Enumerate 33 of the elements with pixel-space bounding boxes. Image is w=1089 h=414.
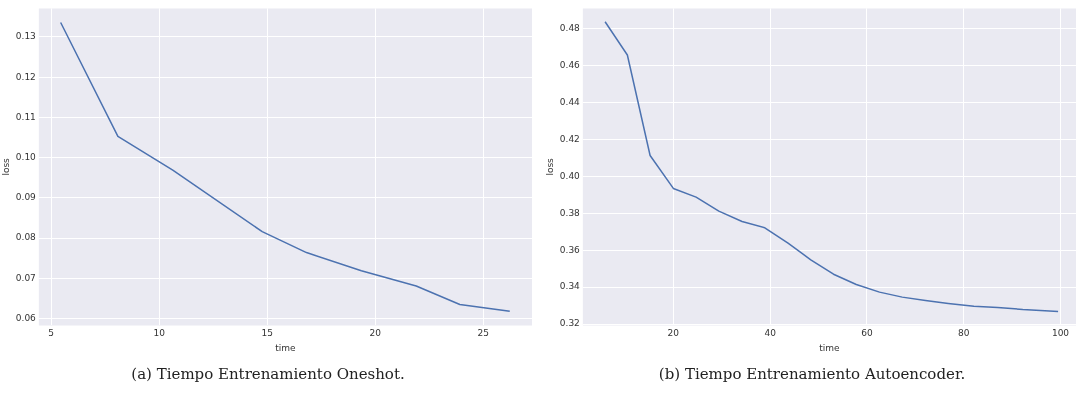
x-axis-title: time (819, 342, 841, 353)
y-tick-label: 0.11 (15, 111, 36, 122)
x-tick-label: 20 (667, 328, 680, 339)
y-axis-title: loss (0, 157, 11, 176)
y-tick-label: 0.13 (15, 31, 36, 42)
y-tick-label: 0.46 (559, 59, 581, 70)
y-tick-label: 0.09 (15, 192, 37, 203)
x-tick-label: 80 (957, 328, 970, 339)
y-tick-label: 0.07 (15, 272, 36, 283)
y-tick-label: 0.10 (15, 151, 37, 162)
y-tick-label: 0.48 (559, 22, 581, 33)
x-tick-label: 40 (764, 328, 777, 339)
y-tick-label: 0.32 (559, 318, 580, 329)
text: (a) Tiempo Entrenamiento Oneshot. (131, 365, 405, 383)
x-tick-label: 60 (861, 328, 873, 339)
y-tick-label: 0.36 (559, 244, 581, 255)
x-tick-label: 100 (1051, 328, 1070, 339)
text: (b) Tiempo Entrenamiento Autoencoder. (658, 365, 966, 383)
y-tick-label: 0.12 (15, 71, 36, 82)
y-tick-label: 0.06 (15, 312, 37, 323)
y-axis-title: loss (544, 157, 555, 176)
x-axis-title: time (275, 342, 297, 353)
x-tick-label: 10 (153, 328, 166, 339)
y-tick-label: 0.38 (559, 207, 581, 218)
x-tick-label: 5 (48, 328, 55, 339)
y-tick-label: 0.40 (559, 170, 581, 181)
y-tick-label: 0.44 (559, 96, 581, 107)
y-tick-label: 0.08 (15, 232, 37, 243)
x-tick-label: 15 (261, 328, 273, 339)
y-tick-label: 0.42 (559, 133, 580, 144)
x-tick-label: 25 (477, 328, 489, 339)
x-tick-label: 20 (369, 328, 382, 339)
y-tick-label: 0.34 (559, 281, 581, 292)
